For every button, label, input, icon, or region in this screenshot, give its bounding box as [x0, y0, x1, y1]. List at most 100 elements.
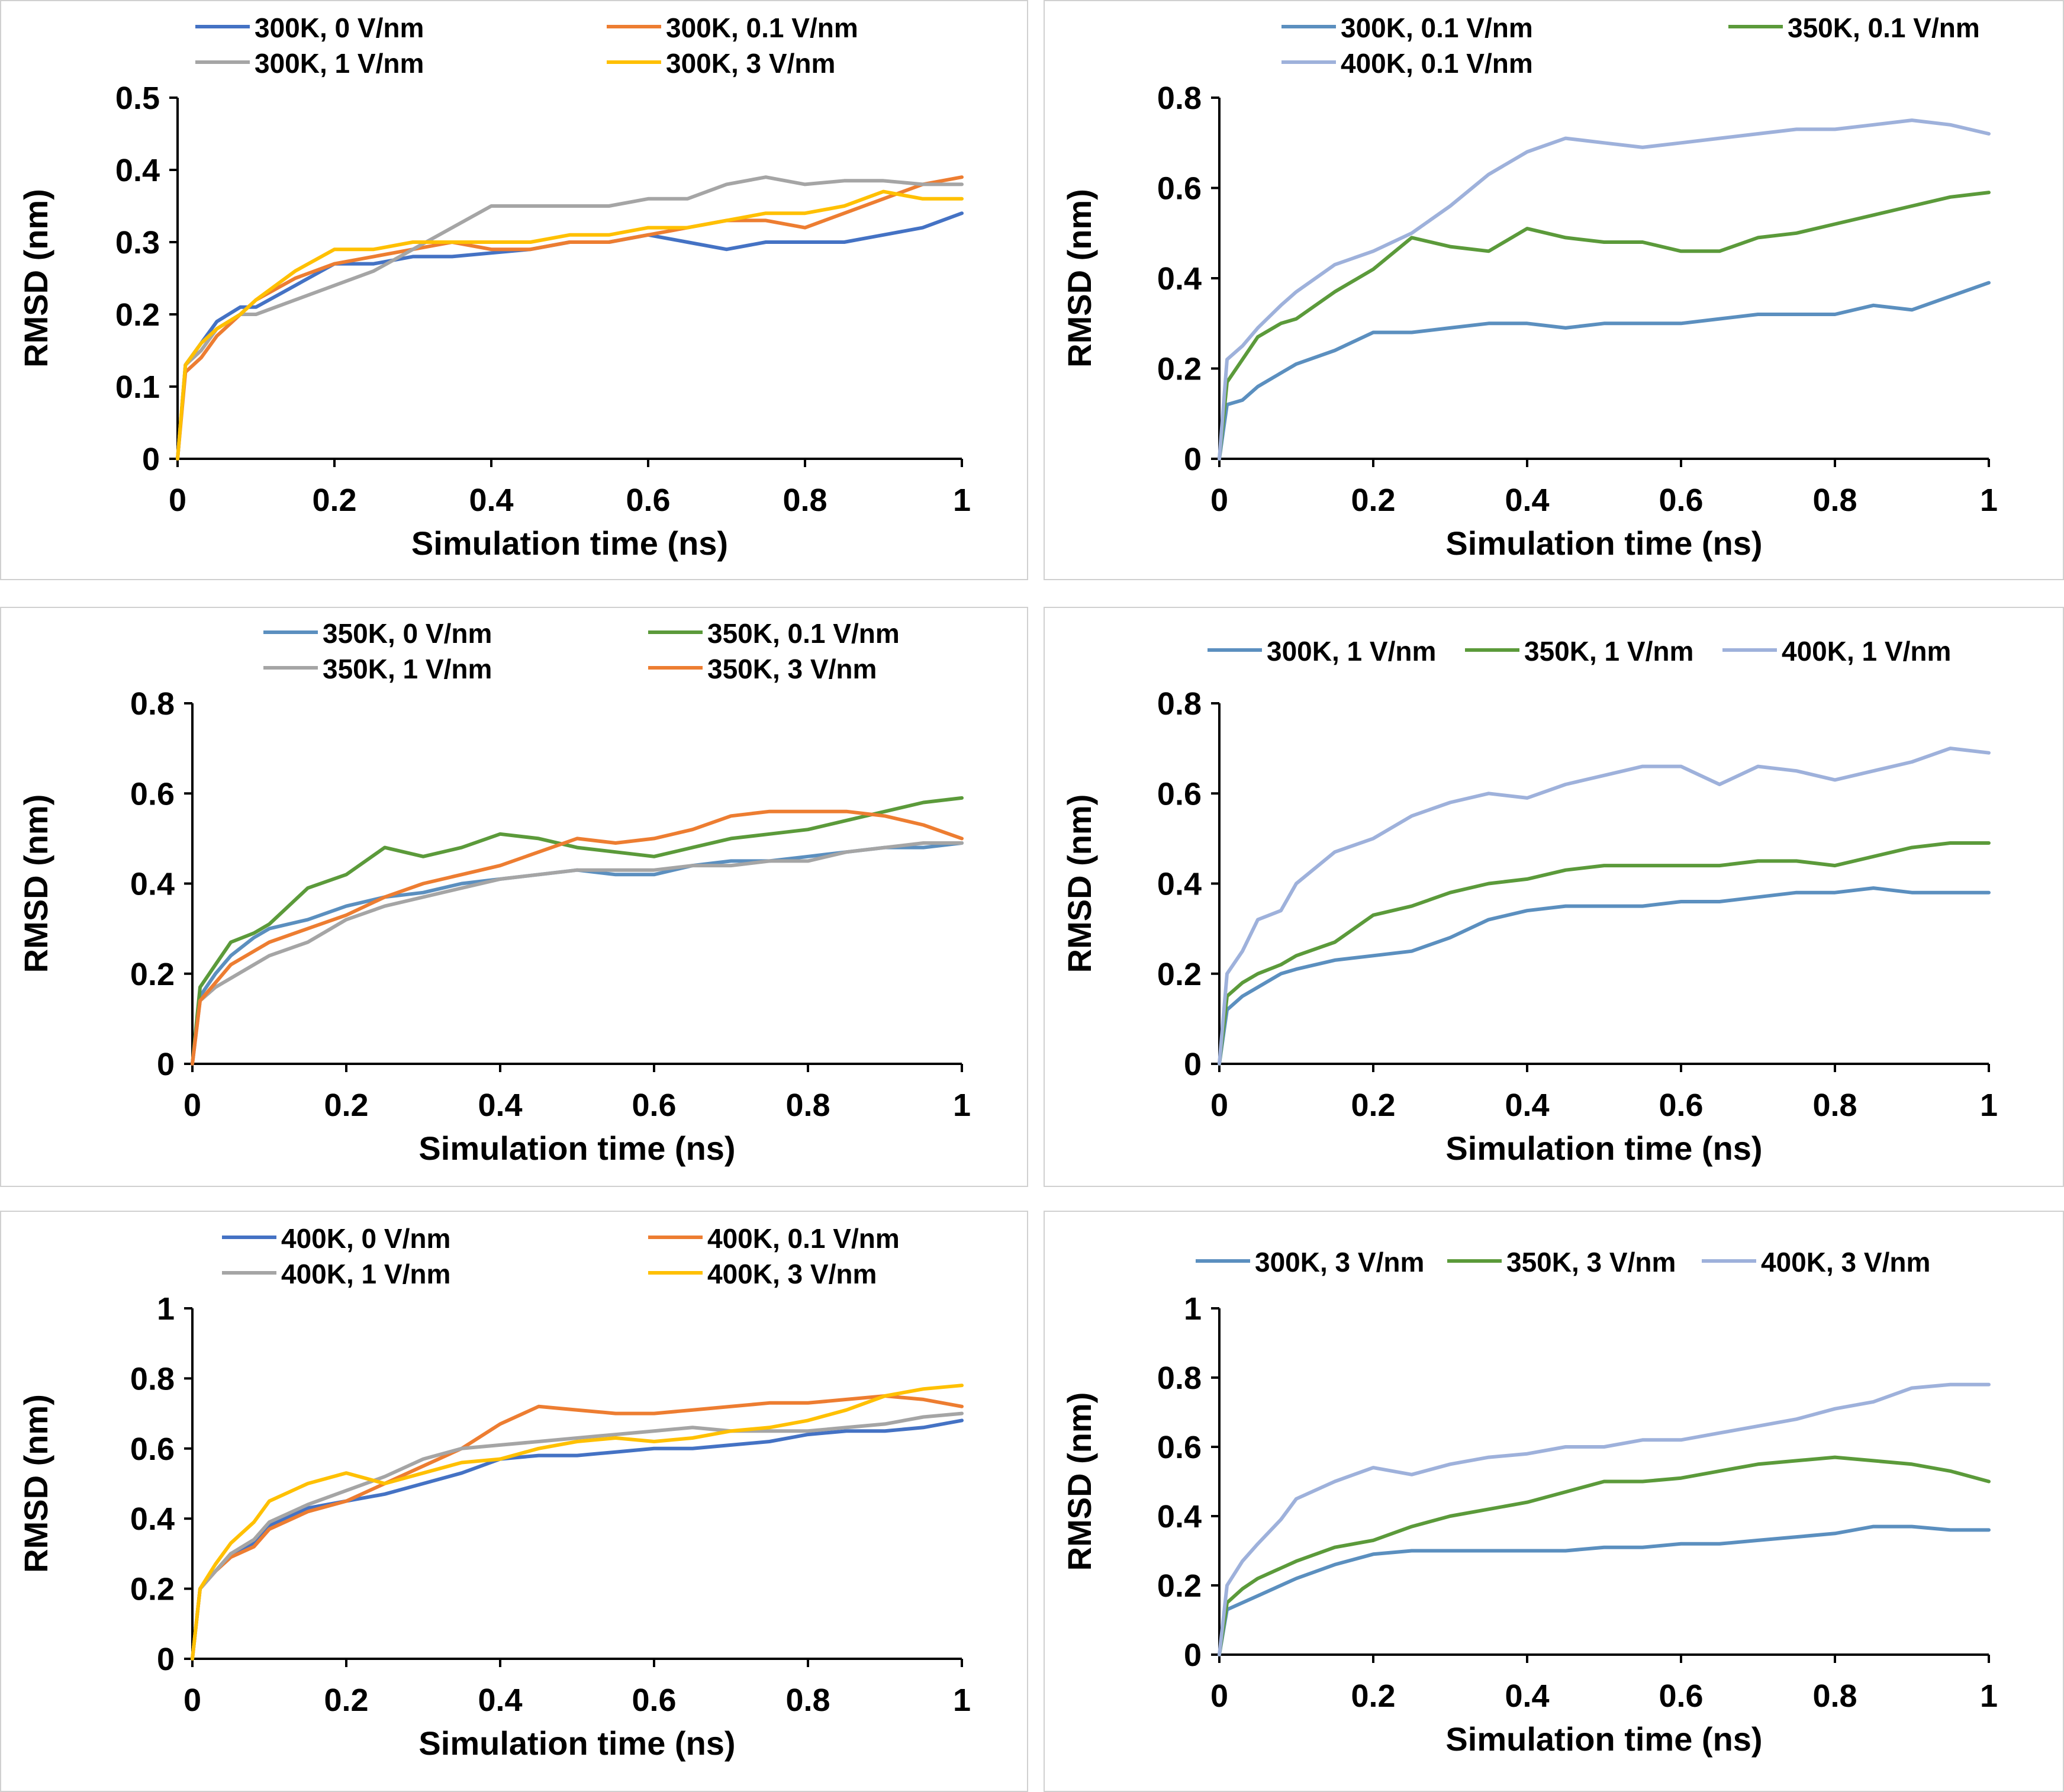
series-line-1 — [1218, 886, 1991, 1066]
legend-label: 400K, 0 V/nm — [281, 1223, 450, 1254]
x-tick-label: 0.8 — [785, 1088, 830, 1123]
y-tick-label: 0.8 — [130, 686, 175, 722]
x-tick-label: 0 — [183, 1682, 201, 1718]
x-tick-label: 0.8 — [1812, 482, 1857, 518]
y-axis-title: RMSD (nm) — [1061, 794, 1098, 973]
series-line-1 — [191, 1418, 964, 1661]
x-tick-label: 0.8 — [1812, 1678, 1857, 1714]
x-axis-title: Simulation time (ns) — [1445, 525, 1762, 562]
x-axis-title: Simulation time (ns) — [418, 1130, 735, 1167]
legend-label: 400K, 3 V/nm — [1761, 1247, 1930, 1278]
x-tick-label: 1 — [953, 482, 971, 518]
y-tick-label: 0.4 — [1157, 261, 1202, 297]
x-tick-label: 0 — [1210, 1088, 1228, 1123]
x-axis-title: Simulation time (ns) — [411, 525, 728, 562]
legend-label: 300K, 0 V/nm — [255, 12, 424, 43]
y-tick-label: 0.8 — [1157, 81, 1202, 116]
y-tick-label: 0.6 — [130, 776, 175, 812]
legend-label: 300K, 1 V/nm — [255, 48, 424, 79]
y-tick-label: 0.2 — [1157, 1568, 1202, 1604]
x-tick-label: 0.8 — [783, 482, 827, 518]
legend-label: 350K, 0.1 V/nm — [1788, 12, 1980, 43]
x-tick-label: 0.8 — [785, 1682, 830, 1718]
series-line-4 — [191, 1384, 964, 1661]
legend: 300K, 0 V/nm 300K, 0.1 V/nm 300K, 1 V/nm 30… — [195, 12, 858, 79]
legend: 300K, 0.1 V/nm 350K, 0.1 V/nm 400K, 0.1 V/… — [1281, 12, 1980, 79]
x-tick-label: 1 — [1980, 1088, 1998, 1123]
legend-label: 400K, 0.1 V/nm — [1341, 48, 1533, 79]
legend: 350K, 0 V/nm 350K, 0.1 V/nm 350K, 1 V/nm 35… — [263, 618, 900, 684]
series-line-2 — [1218, 191, 1991, 461]
x-tick-label: 0.2 — [1351, 1088, 1395, 1123]
x-tick-label: 1 — [1980, 1678, 1998, 1714]
series-line-2 — [1218, 1455, 1991, 1656]
series-line-2 — [191, 1394, 964, 1661]
chart-panel-4: 0 0.2 0.4 0.6 0.8 0 0.2 0.4 0.6 0.8 1 Simulation ti… — [1044, 607, 2064, 1187]
x-tick-label: 0.6 — [1659, 482, 1703, 518]
y-tick-label: 0.2 — [1157, 352, 1202, 387]
chart-panel-5: 0 0.2 0.4 0.6 0.8 1 0 0.2 0.4 0.6 0.8 1 Simulation t… — [0, 1211, 1028, 1792]
y-tick-label: 0.6 — [130, 1431, 175, 1467]
y-tick-label: 0.6 — [1157, 171, 1202, 207]
y-tick-label: 0 — [157, 1047, 175, 1082]
x-tick-label: 0.4 — [478, 1682, 522, 1718]
x-tick-label: 0.6 — [626, 482, 670, 518]
y-tick-label: 0.8 — [1157, 686, 1202, 722]
x-axis-title: Simulation time (ns) — [1445, 1720, 1762, 1758]
legend-label: 350K, 1 V/nm — [323, 654, 492, 684]
y-tick-label: 0.4 — [130, 867, 175, 902]
legend-label: 400K, 0.1 V/nm — [707, 1223, 900, 1254]
legend-label: 400K, 1 V/nm — [1782, 636, 1951, 667]
y-axis-title: RMSD (nm) — [1061, 189, 1098, 368]
y-tick-label: 0.4 — [1157, 1499, 1202, 1534]
panel-border — [0, 1211, 1028, 1792]
y-tick-label: 1 — [1184, 1291, 1202, 1327]
x-tick-label: 0 — [1210, 1678, 1228, 1714]
y-tick-label: 0 — [142, 442, 160, 477]
legend-label: 350K, 0.1 V/nm — [707, 618, 900, 649]
legend: 400K, 0 V/nm 400K, 0.1 V/nm 400K, 1 V/nm 40… — [222, 1223, 900, 1289]
y-tick-label: 0.2 — [1157, 957, 1202, 992]
x-tick-label: 0.6 — [632, 1682, 676, 1718]
y-tick-label: 0.8 — [1157, 1360, 1202, 1396]
x-tick-label: 1 — [953, 1088, 971, 1123]
series-line-2 — [1218, 841, 1991, 1066]
legend: 300K, 1 V/nm 350K, 1 V/nm 400K, 1 V/nm — [1208, 636, 1951, 667]
y-tick-label: 0 — [1184, 1637, 1202, 1673]
x-tick-label: 0 — [1210, 482, 1228, 518]
y-tick-label: 0.6 — [1157, 776, 1202, 812]
y-tick-label: 0 — [1184, 442, 1202, 477]
legend-label: 300K, 0.1 V/nm — [666, 12, 858, 43]
x-tick-label: 0.4 — [1505, 482, 1549, 518]
series-line-3 — [1218, 1382, 1991, 1656]
x-tick-label: 0.4 — [469, 482, 513, 518]
x-tick-label: 0.2 — [324, 1088, 368, 1123]
series-line-3 — [1218, 747, 1991, 1066]
y-tick-label: 0.3 — [115, 225, 160, 260]
y-tick-label: 0.6 — [1157, 1430, 1202, 1465]
legend-label: 300K, 1 V/nm — [1267, 636, 1436, 667]
chart-panel-3: 0 0.2 0.4 0.6 0.8 0 0.2 0.4 0.6 0.8 1 Simulation ti… — [0, 607, 1028, 1187]
series-line-2 — [191, 796, 964, 1066]
y-tick-label: 0 — [1184, 1047, 1202, 1082]
y-tick-label: 0.1 — [115, 369, 160, 405]
x-tick-label: 0.4 — [1505, 1678, 1549, 1714]
x-tick-label: 0.4 — [1505, 1088, 1549, 1123]
series-line-4 — [191, 809, 964, 1066]
y-axis-title: RMSD (nm) — [17, 189, 54, 368]
chart-panel-2: 0 0.2 0.4 0.6 0.8 0 0.2 0.4 0.6 0.8 1 Simulation ti… — [1044, 0, 2064, 580]
chart-panel-6: 0 0.2 0.4 0.6 0.8 1 0 0.2 0.4 0.6 0.8 1 Simulation t… — [1044, 1211, 2064, 1792]
series-line-1 — [1218, 281, 1991, 461]
y-tick-label: 0.2 — [130, 957, 175, 992]
y-axis-title: RMSD (nm) — [1061, 1392, 1098, 1571]
panel-border — [0, 607, 1028, 1187]
x-tick-label: 1 — [953, 1682, 971, 1718]
y-axis-title: RMSD (nm) — [17, 794, 54, 973]
y-tick-label: 0.4 — [130, 1501, 175, 1537]
legend-label: 350K, 1 V/nm — [1524, 636, 1693, 667]
x-axis-title: Simulation time (ns) — [418, 1725, 735, 1762]
x-tick-label: 0 — [183, 1088, 201, 1123]
series-line-1 — [176, 211, 964, 461]
series-line-4 — [176, 189, 964, 461]
